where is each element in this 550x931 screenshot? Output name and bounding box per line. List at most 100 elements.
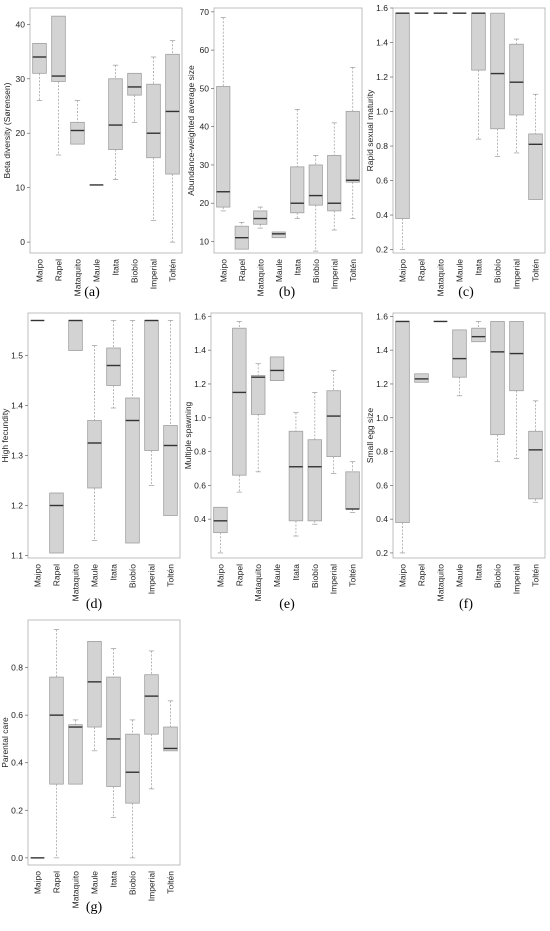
box: [146, 83, 161, 159]
y-tick-label: 20: [16, 128, 26, 138]
x-tick-label: Toltén: [531, 564, 541, 587]
x-tick-label: Itata: [474, 564, 484, 581]
plot-frame: [213, 7, 363, 254]
x-tick-label: Maipo: [35, 259, 45, 282]
panel-label: (b): [279, 285, 296, 300]
y-tick-label: 1.2: [376, 379, 388, 389]
x-tick-label: Toltén: [166, 564, 176, 587]
x-tick-label: Rapel: [417, 259, 427, 281]
y-tick-label: 0.4: [11, 758, 23, 768]
x-tick-label: Imperial: [329, 259, 339, 289]
box: [290, 166, 305, 214]
y-tick-label: 1.0: [376, 413, 388, 423]
box: [125, 733, 140, 804]
y-tick-label: 1.4: [376, 38, 388, 48]
x-tick-label: Rapel: [52, 564, 62, 586]
panel-label: (c): [458, 285, 474, 300]
x-tick-label: Mataquito: [71, 564, 81, 602]
y-tick-label: 30: [16, 74, 26, 84]
y-axis-title: Multiple spawning: [183, 401, 193, 469]
box: [106, 347, 121, 386]
x-tick-label: Maule: [455, 564, 465, 587]
box: [87, 641, 102, 728]
x-tick-label: Maipo: [33, 564, 43, 587]
x-tick-label: Mataquito: [253, 564, 263, 602]
x-tick-label: Mataquito: [71, 871, 81, 909]
x-tick-label: Biobío: [493, 564, 503, 588]
x-tick-label: Maipo: [398, 564, 408, 587]
x-tick-label: Biobío: [128, 871, 138, 895]
x-tick-label: Itata: [291, 564, 301, 581]
panel-label: (d): [86, 597, 103, 612]
box: [471, 12, 486, 71]
y-tick-label: 40: [200, 122, 210, 132]
box: [307, 439, 323, 522]
plot-frame: [27, 619, 181, 866]
y-tick-label: 0: [20, 237, 25, 247]
y-axis-title: Small egg size: [365, 408, 375, 464]
y-tick-label: 0.6: [376, 176, 388, 186]
x-tick-label: Rapel: [52, 871, 62, 893]
box: [345, 110, 360, 183]
y-tick-label: 1.2: [376, 72, 388, 82]
y-tick-label: 0.8: [376, 447, 388, 457]
box: [216, 86, 231, 208]
x-tick-label: Biobío: [128, 564, 138, 588]
x-tick-label: Biobío: [130, 259, 140, 283]
box: [528, 430, 543, 500]
chart-panel: 0.2 0.4 0.6 0.8 1.0 1.2 1.4 1.6 Small egg size Ma…: [365, 311, 546, 612]
y-tick-label: 0.8: [11, 663, 23, 673]
box: [232, 327, 247, 476]
plot-frame: [27, 312, 181, 559]
x-tick-label: Maule: [274, 259, 284, 282]
y-tick-label: 1.6: [376, 311, 388, 321]
box: [70, 121, 85, 145]
box: [414, 373, 429, 383]
box: [471, 327, 486, 343]
y-tick-label: 1.6: [376, 3, 388, 13]
y-tick-label: 1.4: [11, 401, 23, 411]
x-tick-label: Rapel: [237, 259, 247, 281]
y-tick-label: 10: [200, 237, 210, 247]
x-tick-label: Imperial: [329, 564, 339, 594]
y-tick-label: 1.4: [194, 345, 206, 355]
box: [163, 726, 178, 752]
box: [253, 210, 268, 225]
y-tick-label: 0.6: [11, 710, 23, 720]
x-tick-label: Toltén: [166, 871, 176, 894]
chart-panel: 0 10 20 30 40 Beta diversity (Sørensen) Maipo R…: [2, 7, 183, 300]
x-tick-label: Maule: [455, 259, 465, 282]
x-tick-label: Mataquito: [436, 259, 446, 297]
plot-frame: [210, 312, 363, 559]
box: [87, 420, 102, 489]
box: [509, 43, 524, 116]
x-tick-label: Biobío: [493, 259, 503, 283]
y-axis-title: Rapid sexual maturity: [365, 89, 375, 171]
box: [327, 154, 342, 212]
x-tick-label: Maule: [90, 564, 100, 587]
chart-panel: 1.1 1.2 1.3 1.4 1.5 High fecundity Maipo Rapel M…: [0, 312, 181, 612]
box: [490, 12, 505, 130]
box: [528, 133, 543, 200]
y-tick-label: 30: [200, 160, 210, 170]
y-tick-label: 0.4: [194, 514, 206, 524]
y-tick-label: 1.2: [11, 501, 23, 511]
x-tick-label: Mataquito: [255, 259, 265, 297]
box: [395, 321, 410, 523]
x-tick-label: Itata: [111, 259, 121, 276]
x-tick-label: Biobío: [311, 259, 321, 283]
y-tick-label: 10: [16, 183, 26, 193]
y-tick-label: 0.4: [376, 210, 388, 220]
box: [68, 320, 83, 351]
x-tick-label: Rapel: [417, 564, 427, 586]
y-tick-label: 1.1: [11, 551, 23, 561]
y-tick-label: 1.3: [11, 451, 23, 461]
y-tick-label: 0.4: [376, 514, 388, 524]
panel-label: (e): [279, 597, 295, 612]
box: [49, 492, 64, 554]
box: [127, 72, 142, 96]
y-tick-label: 70: [200, 7, 210, 17]
box: [144, 320, 159, 451]
box: [452, 329, 467, 378]
